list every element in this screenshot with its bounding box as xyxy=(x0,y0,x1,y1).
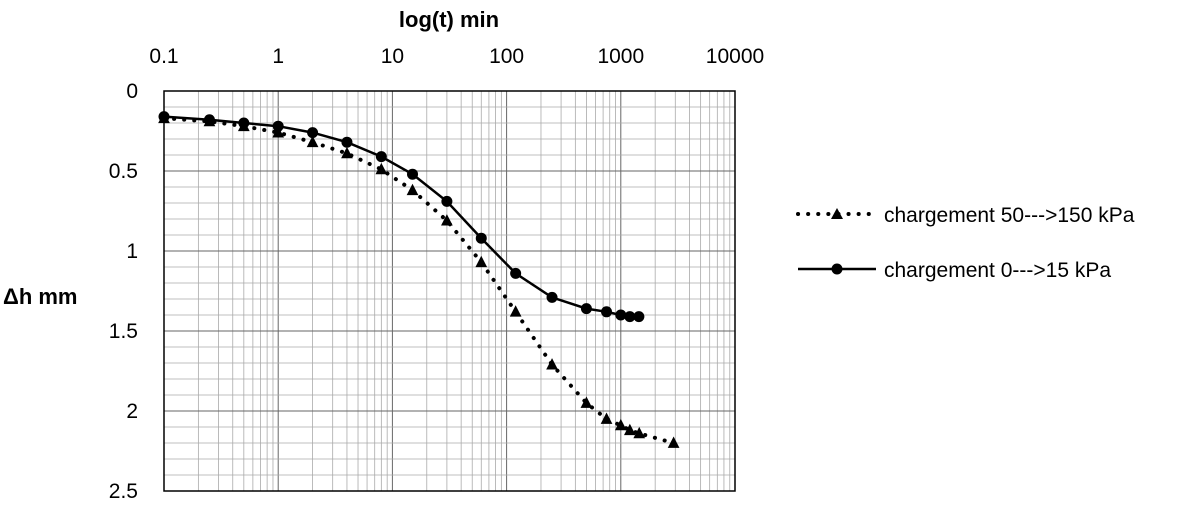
data-point-triangle xyxy=(623,423,636,436)
plot-area xyxy=(163,90,736,492)
data-point-circle xyxy=(624,311,636,323)
data-point-triangle xyxy=(667,436,680,448)
series-line-dotted xyxy=(162,116,676,445)
data-point-triangle xyxy=(633,426,646,439)
data-point-circle xyxy=(633,311,645,323)
data-point-triangle xyxy=(580,396,593,408)
series-line-solid xyxy=(163,115,639,318)
y-tick-label: 1 xyxy=(126,240,138,263)
y-tick-label: 2.5 xyxy=(109,480,138,503)
legend-marker-circle xyxy=(831,263,843,275)
y-tick-label: 1.5 xyxy=(109,320,138,343)
data-point-circle xyxy=(375,151,387,163)
data-point-triangle xyxy=(306,135,319,148)
data-point-triangle xyxy=(509,305,522,317)
legend-label-series-2: chargement 0--->15 kPa xyxy=(884,259,1111,282)
data-point-triangle xyxy=(375,162,388,175)
data-point-triangle xyxy=(475,255,488,268)
data-point-triangle xyxy=(406,183,419,196)
data-point-circle xyxy=(441,195,453,207)
data-point-triangle xyxy=(614,418,627,431)
data-point-circle xyxy=(158,111,170,123)
data-point-circle xyxy=(238,117,250,129)
data-point-triangle xyxy=(341,146,353,159)
data-point-circle xyxy=(203,114,215,126)
data-point-triangle xyxy=(546,358,558,370)
x-tick-label: 10000 xyxy=(706,45,764,68)
legend-item-series-2: chargement 0--->15 kPa xyxy=(798,259,1111,282)
data-point-circle xyxy=(510,267,522,279)
series xyxy=(158,111,680,448)
data-point-circle xyxy=(615,309,627,321)
data-point-circle xyxy=(307,127,319,139)
x-tick-label: 0.1 xyxy=(149,45,178,68)
legend-marker-triangle xyxy=(831,208,843,219)
legend: chargement 50--->150 kPa chargement 0---… xyxy=(796,204,1135,282)
grid xyxy=(163,90,736,492)
series-1 xyxy=(158,111,680,448)
data-point-circle xyxy=(341,136,353,148)
x-tick-label: 10 xyxy=(381,45,404,68)
x-axis-title: log(t) min xyxy=(399,7,499,32)
data-point-circle xyxy=(407,168,419,180)
y-axis-title: Δh mm xyxy=(3,284,78,309)
data-point-triangle xyxy=(272,126,285,138)
series-2 xyxy=(158,111,645,323)
x-tick-label: 1 xyxy=(272,45,284,68)
x-tick-label: 1000 xyxy=(597,45,644,68)
data-point-triangle xyxy=(600,412,613,424)
y-tick-label: 0 xyxy=(126,80,138,103)
legend-label-series-1: chargement 50--->150 kPa xyxy=(884,204,1135,227)
legend-item-series-1: chargement 50--->150 kPa xyxy=(796,204,1135,227)
data-point-circle xyxy=(272,120,284,132)
tick-labels: 0.1 1 10 100 1000 10000 0 0.5 1 1.5 2 2.5 xyxy=(109,45,764,503)
data-point-circle xyxy=(475,232,487,244)
y-tick-label: 0.5 xyxy=(109,160,138,183)
data-point-circle xyxy=(601,306,613,318)
data-point-circle xyxy=(580,303,592,315)
y-tick-label: 2 xyxy=(126,400,138,423)
data-point-triangle xyxy=(441,214,453,226)
data-point-circle xyxy=(546,291,558,303)
x-tick-label: 100 xyxy=(489,45,524,68)
